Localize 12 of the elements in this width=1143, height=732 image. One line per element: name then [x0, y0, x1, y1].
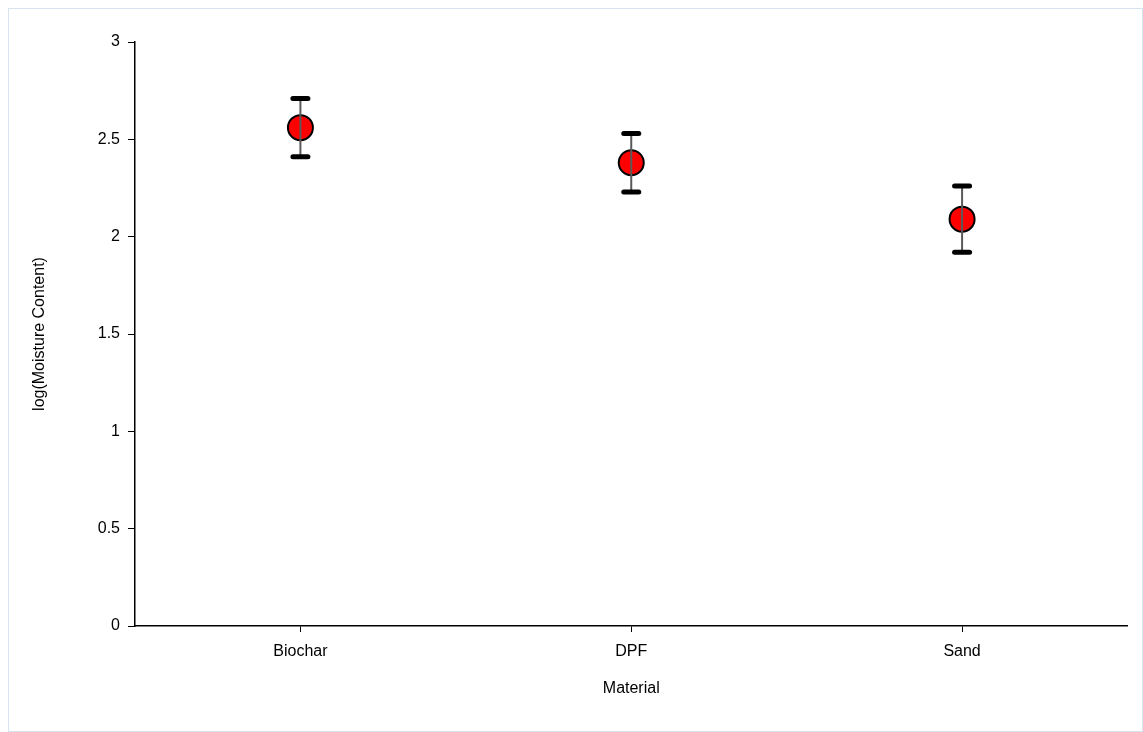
y-tick-label: 1.5 — [97, 324, 121, 342]
y-axis-title: log(Moisture Content) — [30, 257, 48, 411]
x-axis-title: Material — [602, 678, 660, 696]
y-tick-label: 3 — [111, 32, 121, 50]
y-tick-label: 2.5 — [97, 129, 121, 147]
y-tick-label: 0 — [111, 616, 121, 634]
y-tick-label: 2 — [111, 227, 121, 245]
x-tick-label: Sand — [943, 642, 981, 660]
y-tick-label: 1 — [111, 421, 121, 439]
x-tick-label: Biochar — [273, 642, 329, 660]
x-tick-label: DPF — [615, 642, 648, 660]
y-tick-label: 0.5 — [97, 519, 121, 537]
